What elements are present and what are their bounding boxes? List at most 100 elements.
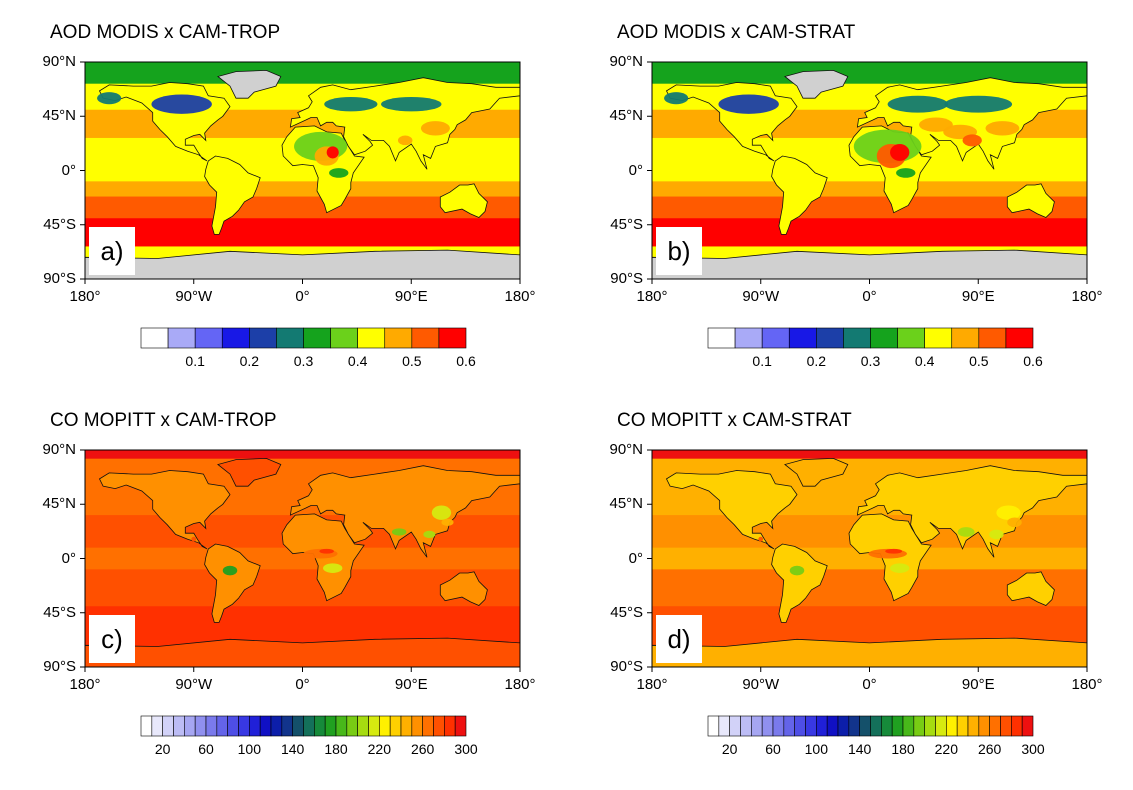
colorbar-swatch [292, 715, 304, 737]
landmass-eurasia [856, 465, 1087, 558]
panel-letter: b) [656, 227, 702, 275]
colorbar-swatch [270, 715, 283, 737]
landmass-eurasia [289, 465, 520, 558]
lon-tick-label: 90°E [961, 676, 995, 693]
colorbar-label: 20 [721, 741, 738, 757]
field-hotspot [397, 135, 413, 146]
map-panel-a: AOD MODIS x CAM-TROP 90°N 45°N 0° 45°S 90°S 18… [42, 22, 610, 402]
colorbar [140, 715, 467, 737]
map-plot [80, 61, 521, 284]
colorbar-swatch [438, 327, 467, 349]
colorbar-swatch [227, 715, 239, 737]
field-band [85, 181, 520, 198]
lon-tick-label: 90°W [175, 288, 213, 305]
field-hotspot [996, 505, 1021, 520]
field-hotspot [944, 95, 1013, 113]
colorbar-label: 180 [891, 741, 915, 757]
lat-tick-label: 90°S [610, 658, 643, 675]
colorbar-swatch [897, 327, 925, 349]
colorbar-swatch [238, 715, 250, 737]
field-hotspot [989, 529, 1004, 540]
panel-letter: a) [89, 227, 135, 275]
colorbar-swatch [444, 715, 456, 737]
colorbar-swatch [788, 327, 817, 349]
colorbar-swatch [870, 327, 898, 349]
colorbar-swatch [221, 327, 250, 349]
landmass-greenland [217, 457, 282, 487]
colorbar-swatch [1000, 715, 1012, 737]
colorbar-swatch [881, 715, 893, 737]
landmass-antarctica [85, 249, 520, 279]
colorbar-swatch [718, 715, 730, 737]
field-hotspot [887, 95, 949, 113]
field-hotspot [391, 528, 407, 536]
landmass-greenland [784, 69, 849, 99]
colorbar-label: 60 [765, 741, 781, 757]
colorbar-swatch [162, 715, 174, 737]
field-hotspot [885, 548, 903, 554]
field-hotspot [222, 565, 238, 576]
colorbar-label: 260 [410, 741, 435, 757]
colorbar-swatch [734, 327, 763, 349]
field-hotspot [97, 92, 122, 105]
colorbar-swatch [314, 715, 326, 737]
landmass-northAmerica [665, 470, 798, 550]
colorbar-swatch [794, 715, 806, 737]
colorbar-swatch [249, 327, 277, 349]
colorbar-swatch [816, 715, 828, 737]
colorbar-swatch [433, 715, 445, 737]
colorbar-swatch [707, 715, 720, 737]
colorbar-swatch [151, 715, 163, 737]
panel-title: AOD MODIS x CAM-TROP [50, 22, 281, 43]
field-hotspot [191, 536, 197, 542]
colorbar-label: 300 [1021, 741, 1045, 757]
map-panel-b: AOD MODIS x CAM-STRAT 90°N 45°N 0° 45°S 90°S 1… [609, 22, 1133, 402]
field-hotspot [890, 143, 910, 161]
lon-tick-label: 180° [69, 288, 101, 305]
colorbar-swatch [411, 715, 423, 737]
field-band [652, 181, 1087, 198]
field-hotspot [324, 96, 378, 112]
colorbar-swatch [324, 715, 337, 737]
colorbar-swatch [816, 327, 844, 349]
landmass-greenland [784, 457, 849, 487]
field-hotspot [378, 125, 408, 138]
colorbar-swatch [913, 715, 925, 737]
colorbar-swatch [379, 715, 391, 737]
colorbar-swatch [384, 327, 413, 349]
field-hotspot [323, 563, 343, 573]
landmass-australia [439, 183, 488, 218]
colorbar-swatch [249, 715, 261, 737]
colorbar-swatch [173, 715, 185, 737]
colorbar-label: 100 [804, 741, 829, 757]
colorbar-label: 0.1 [752, 353, 772, 369]
colorbar-swatch [400, 715, 413, 737]
lon-tick-label: 0° [295, 288, 310, 305]
colorbar-label: 0.5 [402, 353, 422, 369]
colorbar-swatch [837, 715, 850, 737]
field-hotspot [919, 117, 953, 132]
colorbar-swatch [978, 327, 1007, 349]
colorbar-label: 0.2 [239, 353, 260, 369]
colorbar-label: 220 [367, 741, 392, 757]
map-panel-d: CO MOPITT x CAM-STRAT 90°N 45°N 0° 45°S 90°S 1… [609, 410, 1133, 790]
lat-tick-label: 0° [628, 161, 643, 179]
field-hotspot [381, 96, 442, 112]
colorbar-label: 0.2 [806, 353, 827, 369]
field-hotspot [326, 146, 339, 159]
colorbar-swatch [276, 327, 304, 349]
lon-tick-label: 90°E [394, 288, 428, 305]
lon-tick-label: 0° [862, 676, 877, 693]
colorbar-label: 20 [154, 741, 171, 757]
colorbar-label: 0.5 [969, 353, 989, 369]
landmass-antarctica [85, 637, 520, 667]
colorbar-swatch [1011, 715, 1023, 737]
colorbar-swatch [740, 715, 752, 737]
field-hotspot [896, 168, 916, 178]
colorbar-swatch [184, 715, 196, 737]
colorbar-swatch [1005, 327, 1034, 349]
lat-tick-label: 45°S [43, 603, 76, 621]
panel-letter: c) [89, 615, 135, 663]
colorbar-label: 0.1 [185, 353, 205, 369]
landmass-australia [1006, 183, 1055, 218]
